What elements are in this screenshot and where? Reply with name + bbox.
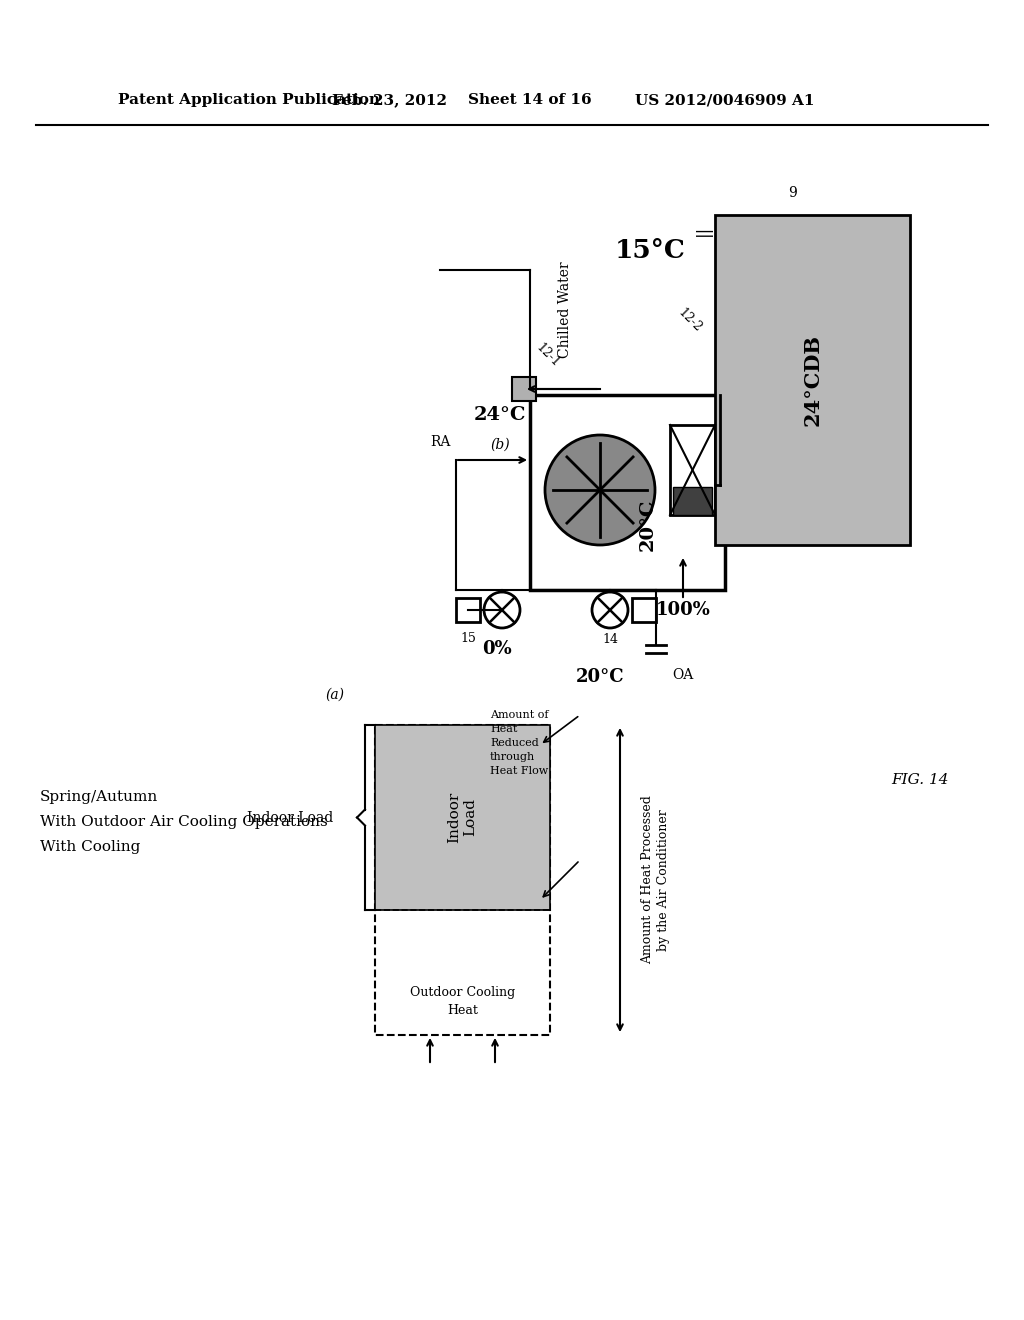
Text: OA: OA — [673, 668, 693, 682]
Text: Heat: Heat — [447, 1005, 478, 1016]
Text: 24°C: 24°C — [474, 407, 526, 424]
Text: Amount of: Amount of — [490, 710, 549, 719]
Circle shape — [484, 591, 520, 628]
Bar — [632, 598, 656, 622]
Text: Heat: Heat — [490, 723, 517, 734]
Text: (a): (a) — [326, 688, 344, 702]
Text: FIG. 14: FIG. 14 — [891, 774, 949, 787]
Bar — [673, 487, 712, 515]
Text: Sheet 14 of 16: Sheet 14 of 16 — [468, 92, 592, 107]
Text: 20°C: 20°C — [639, 499, 657, 552]
Text: 15: 15 — [460, 632, 476, 645]
Text: Heat Flow: Heat Flow — [490, 766, 548, 776]
Text: With Cooling: With Cooling — [40, 840, 140, 854]
Bar — [375, 725, 550, 909]
Text: US 2012/0046909 A1: US 2012/0046909 A1 — [635, 92, 815, 107]
Text: by the Air Conditioner: by the Air Conditioner — [657, 809, 671, 950]
Text: Patent Application Publication: Patent Application Publication — [118, 92, 380, 107]
Text: With Outdoor Air Cooling Operations: With Outdoor Air Cooling Operations — [40, 814, 328, 829]
Text: Reduced: Reduced — [490, 738, 539, 748]
Bar — [512, 378, 536, 401]
Text: Indoor Load: Indoor Load — [247, 810, 333, 825]
Text: 15°C: 15°C — [614, 238, 685, 263]
Circle shape — [592, 591, 628, 628]
Circle shape — [545, 436, 655, 545]
Text: 100%: 100% — [655, 601, 711, 619]
Text: Chilled Water: Chilled Water — [558, 261, 572, 358]
Text: 24°CDB: 24°CDB — [803, 334, 822, 426]
Text: Indoor
Load: Indoor Load — [447, 792, 477, 843]
Text: 9: 9 — [788, 186, 797, 201]
Text: Spring/Autumn: Spring/Autumn — [40, 789, 159, 804]
Bar — [375, 725, 550, 1035]
Bar — [456, 598, 480, 622]
Text: through: through — [490, 752, 536, 762]
Text: ||: || — [694, 224, 712, 236]
Text: 20°C: 20°C — [575, 668, 625, 686]
Bar — [670, 425, 715, 515]
Text: Outdoor Cooling: Outdoor Cooling — [410, 986, 515, 999]
Bar — [530, 395, 725, 590]
Bar — [715, 215, 910, 545]
Text: 12-1: 12-1 — [534, 341, 562, 370]
Text: 14: 14 — [602, 634, 618, 645]
Text: Amount of Heat Processed: Amount of Heat Processed — [641, 796, 654, 965]
Text: (b): (b) — [490, 438, 510, 451]
Text: RA: RA — [430, 436, 451, 449]
Text: Feb. 23, 2012: Feb. 23, 2012 — [333, 92, 447, 107]
Text: 0%: 0% — [482, 640, 512, 657]
Text: 12-2: 12-2 — [676, 305, 705, 334]
